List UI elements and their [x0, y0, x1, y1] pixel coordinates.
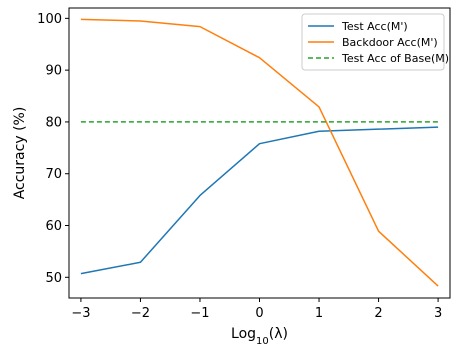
x-tick-label: −1	[190, 306, 209, 321]
y-tick-label: 60	[45, 219, 62, 234]
x-axis: −3 −2 −1 0 1 2 3	[71, 298, 442, 321]
x-tick-label: 1	[315, 306, 323, 321]
legend: Test Acc(M') Backdoor Acc(M') Test Acc of …	[302, 14, 449, 70]
y-tick-label: 90	[45, 64, 62, 79]
x-axis-label: Log10(λ)	[231, 326, 288, 347]
x-tick-label: −3	[71, 306, 90, 321]
y-tick-label: 50	[45, 271, 62, 286]
x-axis-label-prefix: Log	[231, 326, 256, 342]
series-line-1	[81, 127, 438, 274]
legend-label: Test Acc(M')	[341, 20, 408, 33]
y-tick-label: 80	[45, 115, 62, 130]
x-tick-label: 0	[255, 306, 263, 321]
x-tick-label: −2	[131, 306, 150, 321]
y-axis: 50 60 70 80 90 100	[37, 12, 69, 286]
y-axis-label: Accuracy (%)	[12, 107, 28, 200]
x-tick-label: 3	[434, 306, 442, 321]
x-axis-label-subscript: 10	[256, 336, 269, 347]
y-tick-label: 70	[45, 167, 62, 182]
y-tick-label: 100	[37, 12, 62, 27]
x-tick-label: 2	[374, 306, 382, 321]
legend-label: Backdoor Acc(M')	[342, 36, 438, 49]
legend-label: Test Acc of Base(M)	[341, 52, 449, 65]
x-axis-label-suffix: (λ)	[269, 326, 288, 342]
